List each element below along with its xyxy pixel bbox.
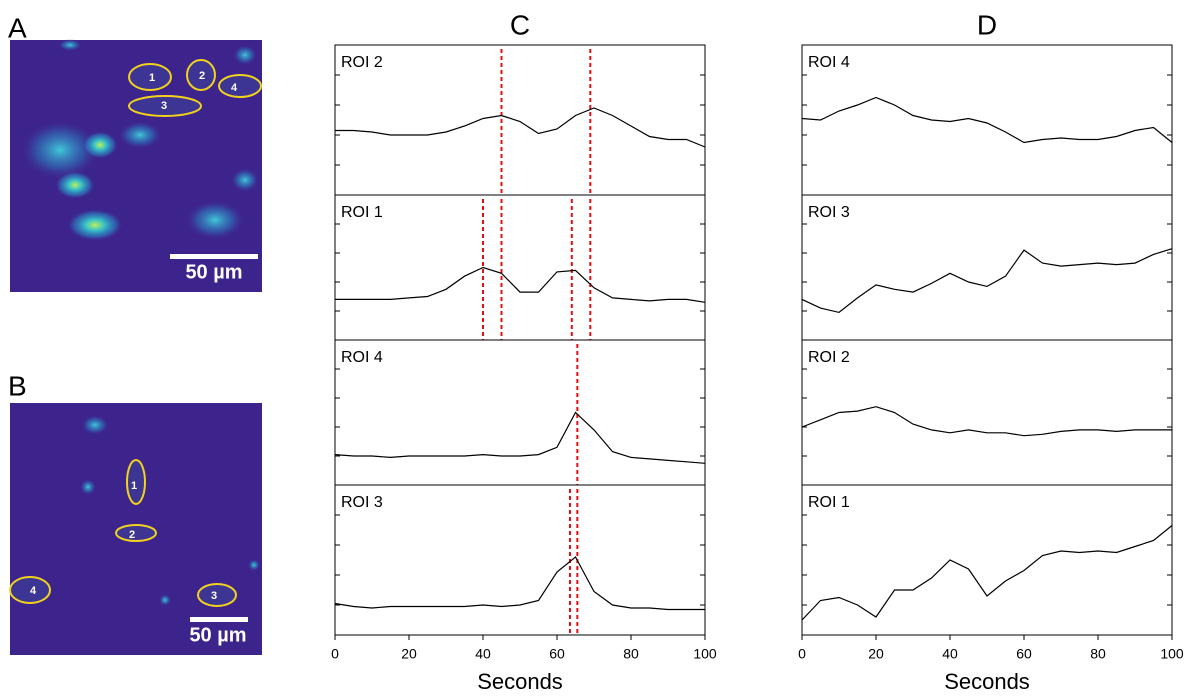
trace-label: ROI 3 <box>808 204 850 221</box>
trace-label: ROI 4 <box>341 349 383 366</box>
panel-frame <box>334 44 706 196</box>
panel-frame <box>801 44 1173 196</box>
roi-outline <box>115 524 157 542</box>
x-tick-label: 40 <box>475 646 491 662</box>
cell <box>185 200 245 240</box>
x-tick-label: 80 <box>1090 646 1106 662</box>
roi-outline <box>218 74 262 98</box>
cell <box>55 171 95 199</box>
scale-bar <box>190 617 248 622</box>
cell <box>248 559 260 571</box>
roi-number: 4 <box>231 82 238 94</box>
trace <box>801 248 1173 314</box>
roi-number: 2 <box>129 529 135 541</box>
roi-outline <box>197 583 237 607</box>
trace <box>335 266 706 303</box>
x-tick-label: 80 <box>623 646 639 662</box>
x-tick-label: 20 <box>868 646 884 662</box>
roi-number: 3 <box>211 590 217 602</box>
trace-label: ROI 4 <box>808 54 850 71</box>
trace-label: ROI 1 <box>341 204 383 221</box>
micrograph <box>10 403 262 655</box>
roi-outline <box>128 95 202 117</box>
roi-number: 3 <box>161 100 167 112</box>
trace-label: ROI 3 <box>341 494 383 511</box>
cell <box>159 594 171 606</box>
panel-frame <box>801 484 1173 636</box>
x-tick-label: 60 <box>1016 646 1032 662</box>
cell <box>20 120 100 180</box>
x-tick-label: 0 <box>331 646 339 662</box>
trace-label: ROI 2 <box>808 349 850 366</box>
column-title: D <box>977 9 997 40</box>
x-tick-label: 100 <box>1160 646 1184 662</box>
trace-label: ROI 2 <box>341 54 383 71</box>
x-tick-label: 20 <box>401 646 417 662</box>
trace-label: ROI 1 <box>808 494 850 511</box>
roi-number: 1 <box>149 72 155 84</box>
x-tick-label: 60 <box>549 646 565 662</box>
x-tick-label: 0 <box>798 646 806 662</box>
x-axis-label: Seconds <box>944 669 1030 694</box>
panel-label: B <box>8 370 27 401</box>
cell <box>81 415 109 435</box>
trace <box>801 525 1173 621</box>
scale-bar <box>170 254 258 259</box>
cell <box>233 45 257 65</box>
cell <box>118 121 162 149</box>
roi-outline <box>186 59 216 91</box>
roi-number: 1 <box>131 480 137 492</box>
cell <box>80 479 96 495</box>
cell <box>231 168 259 192</box>
roi-outline <box>9 576 51 604</box>
roi-outline <box>128 63 172 91</box>
scale-label: 50 µm <box>189 624 246 646</box>
cell <box>67 209 123 241</box>
roi-outline <box>126 459 146 505</box>
x-axis-label: Seconds <box>477 669 563 694</box>
roi-number: 2 <box>199 70 205 82</box>
panel-frame <box>334 484 706 636</box>
trace <box>335 107 706 148</box>
cell <box>82 131 118 159</box>
trace <box>801 406 1172 437</box>
x-tick-label: 40 <box>942 646 958 662</box>
trace <box>334 411 706 464</box>
column-title: C <box>510 9 530 40</box>
trace <box>334 556 705 611</box>
panel-label: A <box>8 12 27 43</box>
panel-frame <box>801 194 1173 341</box>
image-a: A 1 2 3 4 50 µm <box>8 12 262 292</box>
panel-frame <box>334 194 706 341</box>
roi-number: 4 <box>30 585 37 597</box>
image-b: B 1 2 3 4 50 µm <box>8 370 262 655</box>
x-tick-label: 100 <box>693 646 717 662</box>
panel-frame <box>801 339 1173 486</box>
scale-label: 50 µm <box>185 261 242 283</box>
cell <box>58 39 82 51</box>
panel-frame <box>334 339 706 486</box>
trace <box>801 96 1173 144</box>
